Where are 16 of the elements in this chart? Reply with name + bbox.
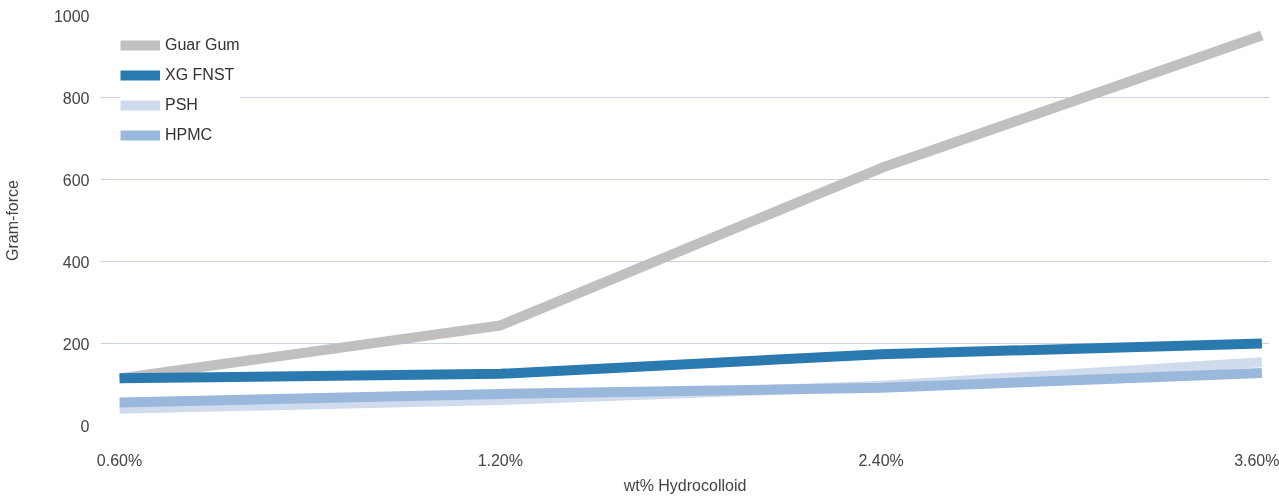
x-tick-label: 1.20%	[477, 451, 524, 469]
y-tick-label: 0	[80, 417, 90, 435]
y-tick-label: 400	[62, 253, 90, 271]
legend-label: HPMC	[165, 126, 213, 144]
x-axis-title: wt% Hydrocolloid	[622, 476, 747, 494]
x-tick-label: 2.40%	[858, 451, 904, 469]
y-tick-label: 800	[62, 89, 90, 107]
x-tick-label: 3.60%	[1234, 451, 1279, 469]
y-tick-label: 600	[62, 171, 90, 189]
legend-label: Guar Gum	[165, 36, 240, 54]
x-tick-label: 0.60%	[96, 451, 143, 469]
y-tick-label: 1000	[53, 7, 90, 25]
y-tick-label: 200	[62, 335, 90, 353]
legend-label: XG FNST	[165, 66, 235, 84]
legend-label: PSH	[165, 96, 198, 114]
y-axis-title: Gram-force	[3, 179, 21, 261]
